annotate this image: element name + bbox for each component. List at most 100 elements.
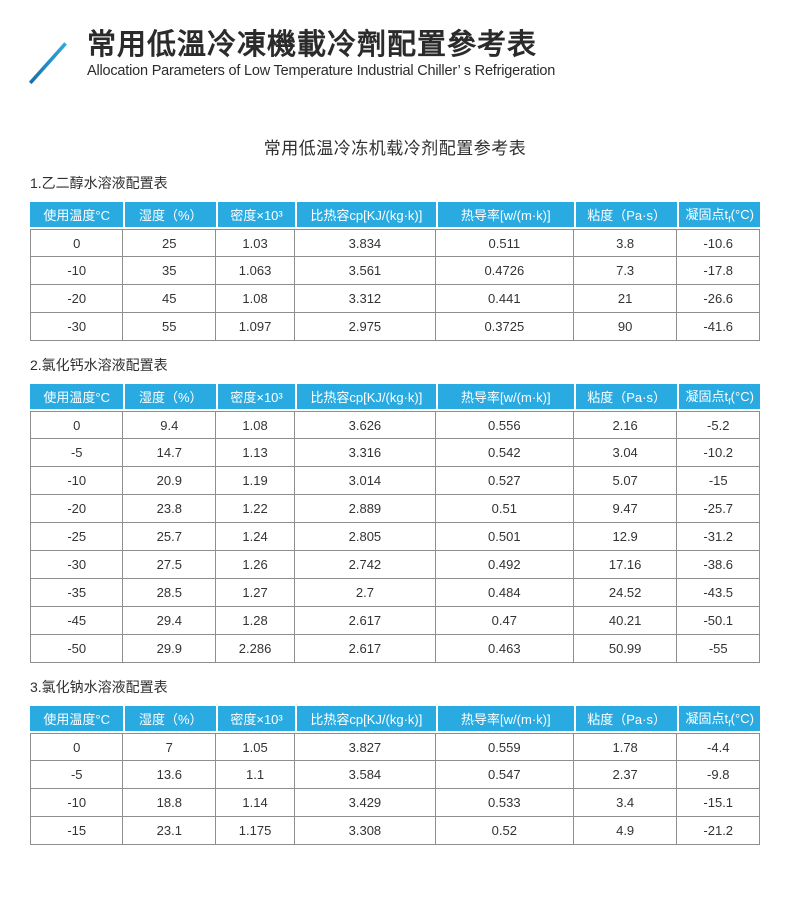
table-cell: 13.6 <box>123 761 217 789</box>
table-cell: 2.37 <box>573 761 678 789</box>
table-cell: 3.014 <box>294 467 436 495</box>
table-cell: -55 <box>677 635 760 663</box>
column-header: 密度×10³ <box>216 384 295 411</box>
section-label: 2.氯化钙水溶液配置表 <box>30 357 168 373</box>
column-header: 密度×10³ <box>216 202 295 229</box>
table-cell: 0.47 <box>435 607 574 635</box>
table-cell: -15 <box>677 467 760 495</box>
column-header: 比热容cp[KJ/(kg·k)] <box>294 384 436 411</box>
table-cell: 3.834 <box>294 229 436 257</box>
table-cell: -10.2 <box>677 439 760 467</box>
column-header: 湿度（%） <box>123 202 217 229</box>
arrow-up-right-icon <box>28 39 71 84</box>
table-cell: 2.805 <box>294 523 436 551</box>
table-cell: 2.617 <box>294 635 436 663</box>
table-cell: 5.07 <box>573 467 678 495</box>
table-cell: -15 <box>30 817 124 845</box>
table-cell: 3.8 <box>573 229 678 257</box>
column-header: 密度×10³ <box>216 706 295 733</box>
brand-text-block: 常用低溫冷凍機載冷劑配置參考表 Allocation Parameters of… <box>87 30 556 80</box>
table-cell: 1.78 <box>573 733 678 761</box>
table-cell: 1.03 <box>216 229 295 257</box>
table-row: 0 25 1.03 3.834 0.511 3.8 -10.6 <box>30 229 760 257</box>
table-cell: -5.2 <box>677 411 760 439</box>
column-header: 湿度（%） <box>123 384 217 411</box>
section-sodium-chloride: 3.氯化钠水溶液配置表 使用温度°C 湿度（%） 密度×10³ 比热容cp[KJ/(k… <box>30 677 760 845</box>
table-cell: 3.4 <box>573 789 678 817</box>
table-cell: 0.51 <box>435 495 574 523</box>
table-cell: -38.6 <box>677 551 760 579</box>
column-header: 热导率[w/(m·k)] <box>435 706 574 733</box>
table-cell: -35 <box>30 579 124 607</box>
table-cell: -30 <box>30 313 124 341</box>
table-cell: -10 <box>30 467 124 495</box>
table-cell: 1.08 <box>216 411 295 439</box>
table-cell: 1.08 <box>216 285 295 313</box>
table-cell: 29.9 <box>123 635 217 663</box>
table-cell: 0.547 <box>435 761 574 789</box>
header-row: 使用温度°C 湿度（%） 密度×10³ 比热容cp[KJ/(kg·k)] 热导率[w/(… <box>30 706 760 733</box>
table-cell: 1.19 <box>216 467 295 495</box>
table-row: 0 7 1.05 3.827 0.559 1.78 -4.4 <box>30 733 760 761</box>
column-header: 使用温度°C <box>30 384 124 411</box>
table-cell: 20.9 <box>123 467 217 495</box>
header-row: 使用温度°C 湿度（%） 密度×10³ 比热容cp[KJ/(kg·k)] 热导率[w/(… <box>30 384 760 411</box>
table-row: -5 14.7 1.13 3.316 0.542 3.04 -10.2 <box>30 439 760 467</box>
column-header: 使用温度°C <box>30 706 124 733</box>
table-cell: 9.4 <box>123 411 217 439</box>
table-row: -45 29.4 1.28 2.617 0.47 40.21 -50.1 <box>30 607 760 635</box>
table-cell: 2.286 <box>216 635 295 663</box>
table-cell: 0.533 <box>435 789 574 817</box>
table-cell: 25.7 <box>123 523 217 551</box>
table-row: -30 27.5 1.26 2.742 0.492 17.16 -38.6 <box>30 551 760 579</box>
table-cell: 1.26 <box>216 551 295 579</box>
table-cell: 0.484 <box>435 579 574 607</box>
column-header: 粘度（Pa·s） <box>573 202 678 229</box>
table-cell: 1.22 <box>216 495 295 523</box>
table-cell: 3.312 <box>294 285 436 313</box>
table-cell: 1.27 <box>216 579 295 607</box>
table-cell: 1.13 <box>216 439 295 467</box>
table-cell: -10 <box>30 789 124 817</box>
table-cell: 3.584 <box>294 761 436 789</box>
table-cell: 0.501 <box>435 523 574 551</box>
table-cell: -20 <box>30 495 124 523</box>
table-cell: -17.8 <box>677 257 760 285</box>
header-row: 使用温度°C 湿度（%） 密度×10³ 比热容cp[KJ/(kg·k)] 热导率[w/(… <box>30 202 760 229</box>
table-cell: -5 <box>30 761 124 789</box>
table-cell: 1.05 <box>216 733 295 761</box>
column-header: 凝固点tf(°C) <box>677 384 760 411</box>
column-header: 凝固点tf(°C) <box>677 202 760 229</box>
table-row: -5 13.6 1.1 3.584 0.547 2.37 -9.8 <box>30 761 760 789</box>
table-row: -20 23.8 1.22 2.889 0.51 9.47 -25.7 <box>30 495 760 523</box>
table-cell: -10 <box>30 257 124 285</box>
table-cell: 0.4726 <box>435 257 574 285</box>
section-calcium-chloride: 2.氯化钙水溶液配置表 使用温度°C 湿度（%） 密度×10³ 比热容cp[KJ/(k… <box>30 355 760 663</box>
table-cell: 7.3 <box>573 257 678 285</box>
table-cell: 0.3725 <box>435 313 574 341</box>
table-cell: 9.47 <box>573 495 678 523</box>
table-cell: -5 <box>30 439 124 467</box>
table-cell: 1.28 <box>216 607 295 635</box>
table-cell: 2.617 <box>294 607 436 635</box>
column-header: 热导率[w/(m·k)] <box>435 384 574 411</box>
column-header: 凝固点tf(°C) <box>677 706 760 733</box>
table-cell: 29.4 <box>123 607 217 635</box>
table-cell: 23.1 <box>123 817 217 845</box>
table-cell: 27.5 <box>123 551 217 579</box>
calcium-chloride-solution-table: 使用温度°C 湿度（%） 密度×10³ 比热容cp[KJ/(kg·k)] 热导率[w/(… <box>30 384 760 663</box>
table-cell: 2.975 <box>294 313 436 341</box>
column-header: 比热容cp[KJ/(kg·k)] <box>294 706 436 733</box>
table-cell: -50.1 <box>677 607 760 635</box>
table-cell: -31.2 <box>677 523 760 551</box>
table-cell: 50.99 <box>573 635 678 663</box>
table-cell: 17.16 <box>573 551 678 579</box>
table-cell: 1.14 <box>216 789 295 817</box>
table-cell: 3.308 <box>294 817 436 845</box>
glycol-solution-table: 使用温度°C 湿度（%） 密度×10³ 比热容cp[KJ/(kg·k)] 热导率[w/(… <box>30 202 760 341</box>
table-cell: 1.1 <box>216 761 295 789</box>
page-subtitle: Allocation Parameters of Low Temperature… <box>87 63 556 80</box>
table-cell: -21.2 <box>677 817 760 845</box>
table-cell: 0.511 <box>435 229 574 257</box>
column-header: 粘度（Pa·s） <box>573 706 678 733</box>
